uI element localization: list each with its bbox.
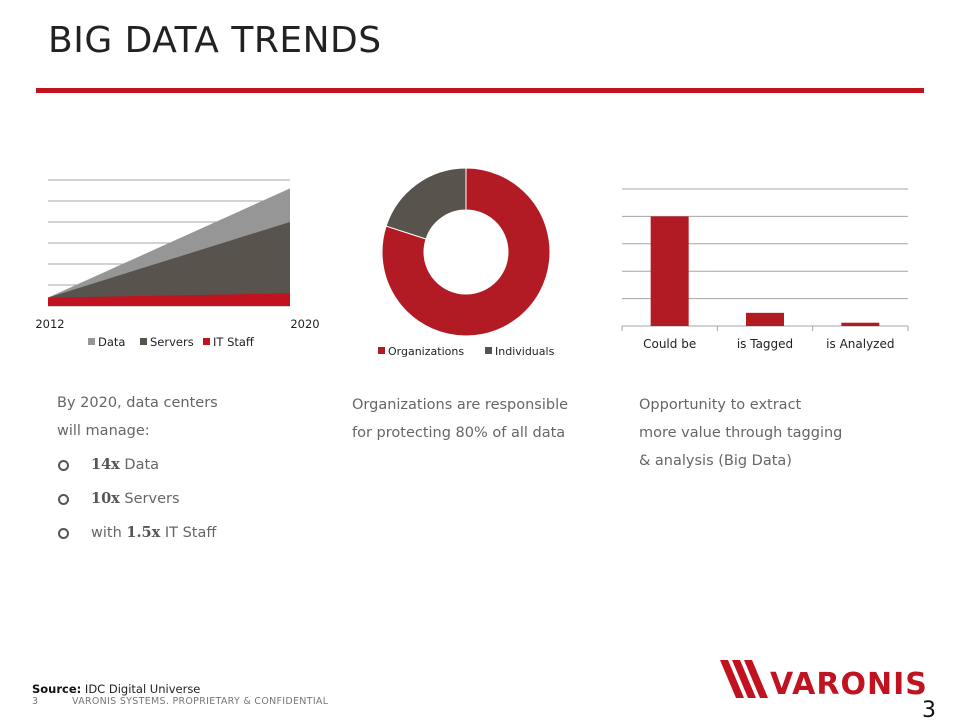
- bullet-item: with 1.5x IT Staff: [58, 516, 216, 550]
- bullet-item: 10x Servers: [58, 482, 216, 516]
- bullet-emphasis: 1.5x: [126, 524, 161, 541]
- donut-slice-organizations: [381, 167, 551, 337]
- slide-title: BIG DATA TRENDS: [48, 20, 382, 61]
- varonis-logo: VARONIS: [720, 660, 930, 702]
- source-label: Source:: [32, 682, 82, 696]
- left-caption: By 2020, data centers will manage:: [57, 389, 267, 445]
- bullet-prefix: with: [91, 525, 127, 541]
- donut-chart: Organizations Individuals: [378, 167, 555, 358]
- circle-bullet-icon: [58, 460, 69, 471]
- legend-swatch: [203, 338, 210, 345]
- bullet-item: 14x Data: [58, 448, 216, 482]
- left-caption-line: By 2020, data centers: [57, 395, 218, 411]
- bar: [650, 216, 689, 326]
- legend-label: Data: [98, 335, 125, 349]
- bullet-text: Servers: [119, 491, 180, 507]
- area-series-it-staff: [48, 293, 290, 306]
- footer-page-number: 3: [32, 696, 39, 707]
- page-number: 3: [922, 698, 936, 723]
- source-note: Source: IDC Digital Universe: [32, 682, 200, 696]
- right-caption-line: Opportunity to extract: [639, 397, 802, 413]
- legend-swatch: [140, 338, 147, 345]
- legend-label: Individuals: [495, 345, 555, 358]
- legend-swatch: [378, 347, 385, 354]
- right-caption: Opportunity to extract more value throug…: [639, 391, 899, 475]
- bar: [841, 322, 880, 326]
- bullet-text: IT Staff: [160, 525, 217, 541]
- bullet-text: Data: [119, 457, 160, 473]
- x-tick-label: is Tagged: [737, 337, 793, 351]
- bullet-list: 14x Data 10x Servers with 1.5x IT Staff: [58, 448, 216, 550]
- x-tick-label: 2012: [35, 317, 64, 331]
- legend-label: Servers: [150, 335, 194, 349]
- legend-label: Organizations: [388, 345, 464, 358]
- footer-text: VARONIS SYSTEMS. PROPRIETARY & CONFIDENT…: [72, 696, 329, 707]
- right-caption-line: & analysis (Big Data): [639, 453, 792, 469]
- middle-caption-line: Organizations are responsible: [352, 397, 569, 413]
- circle-bullet-icon: [58, 494, 69, 505]
- bar-chart: Could be is Tagged is Analyzed: [621, 188, 909, 351]
- legend-swatch: [88, 338, 95, 345]
- left-caption-line: will manage:: [57, 423, 150, 439]
- area-series-servers: [48, 222, 290, 306]
- title-divider: [36, 88, 924, 93]
- bullet-emphasis: 10x: [91, 490, 120, 507]
- legend-label: IT Staff: [213, 335, 255, 349]
- x-tick-label: is Analyzed: [826, 337, 894, 351]
- logo-wordmark: VARONIS: [770, 667, 928, 702]
- circle-bullet-icon: [58, 528, 69, 539]
- donut-slice-individuals: [385, 167, 467, 240]
- varonis-mark-icon: [720, 660, 768, 698]
- x-tick-label: 2020: [290, 317, 319, 331]
- bullet-emphasis: 14x: [91, 456, 120, 473]
- footer: 3 VARONIS SYSTEMS. PROPRIETARY & CONFIDEN…: [32, 696, 328, 707]
- middle-caption-line: for protecting 80% of all data: [352, 425, 566, 441]
- middle-caption: Organizations are responsible for protec…: [352, 391, 602, 447]
- x-tick-label: Could be: [643, 337, 696, 351]
- legend-swatch: [485, 347, 492, 354]
- bar: [746, 312, 784, 326]
- source-text: IDC Digital Universe: [81, 682, 201, 696]
- right-caption-line: more value through tagging: [639, 425, 843, 441]
- area-chart: 2012 2020 Data Servers IT Staff: [35, 179, 320, 349]
